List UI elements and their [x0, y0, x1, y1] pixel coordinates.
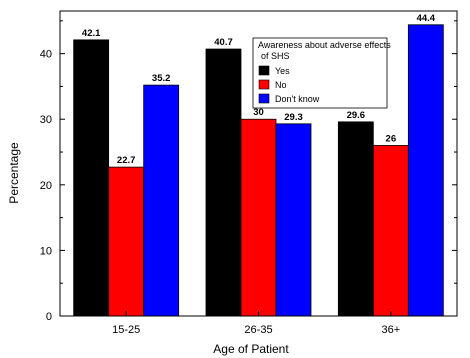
data-label: 30 [253, 107, 264, 118]
legend-swatch [258, 79, 270, 90]
data-label: 29.6 [347, 110, 366, 121]
bar-36+-yes [337, 121, 374, 317]
data-label: 29.3 [284, 112, 303, 123]
y-tick-label: 20 [40, 180, 52, 192]
legend: Awareness about adverse effects of SHS Y… [252, 37, 391, 109]
data-label: 26 [386, 133, 397, 144]
y-axis: 0 10 20 30 40 [40, 20, 457, 323]
data-label: 44.4 [417, 13, 436, 24]
y-tick-label: 10 [40, 245, 52, 257]
bar-15-25-don-t-know [143, 84, 180, 317]
bar-26-35-yes [205, 48, 242, 317]
legend-box [252, 37, 388, 109]
bar-36+-don-t-know [407, 24, 444, 317]
legend-swatch [258, 93, 270, 104]
bar-15-25-no [108, 166, 145, 317]
legend-label: Yes [275, 66, 290, 76]
data-label: 35.2 [152, 73, 171, 84]
y-tick-label: 0 [46, 311, 52, 323]
x-tick-label: 15-25 [112, 324, 140, 336]
y-tick-label: 30 [40, 114, 52, 126]
legend-swatch [258, 65, 270, 76]
legend-title-line2: of SHS [261, 51, 290, 61]
bar-26-35-no [240, 118, 277, 317]
x-axis-label: Age of Patient [213, 342, 289, 356]
data-label: 22.7 [117, 155, 136, 166]
data-label: 42.1 [82, 28, 101, 39]
legend-label: No [275, 80, 287, 90]
bar-36+-no [372, 145, 409, 317]
x-tick-label: 26-35 [244, 324, 272, 336]
legend-title-line1: Awareness about adverse effects [258, 40, 391, 50]
legend-items: Yes No Don't know [258, 65, 320, 104]
legend-label: Don't know [275, 94, 320, 104]
x-tick-label: 36+ [381, 324, 400, 336]
data-labels-layer: 42.1 22.7 35.2 40.7 30 29.3 29.6 26 44.4 [82, 13, 436, 166]
data-label: 40.7 [214, 37, 233, 48]
bar-15-25-yes [73, 39, 110, 317]
y-axis-label: Percentage [7, 142, 21, 204]
y-tick-label: 40 [40, 49, 52, 61]
bar-26-35-don-t-know [275, 123, 312, 317]
bars-layer [73, 24, 444, 317]
x-axis: 15-25 26-35 36+ [112, 311, 400, 336]
